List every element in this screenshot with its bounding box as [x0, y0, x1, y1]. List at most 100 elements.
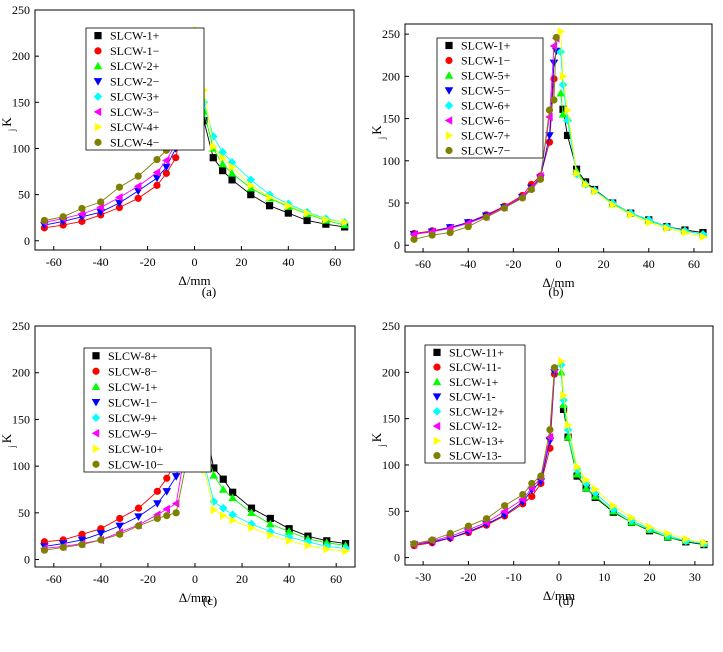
legend-marker — [432, 407, 442, 416]
data-point — [545, 106, 554, 114]
data-point — [153, 155, 161, 164]
data-point — [556, 368, 566, 376]
y-axis-label-subscript: j — [377, 137, 387, 141]
data-point — [537, 472, 545, 480]
data-point — [303, 208, 312, 218]
series-slcw-1-plus — [195, 51, 349, 231]
legend-marker — [93, 107, 102, 117]
data-point — [163, 474, 171, 482]
y-tick-label: 200 — [12, 49, 30, 63]
x-tick-label: 60 — [329, 255, 341, 269]
data-point — [229, 488, 237, 496]
legend-marker — [445, 131, 454, 140]
data-point — [285, 201, 293, 210]
y-tick-label: 250 — [12, 3, 30, 17]
x-tick-label: 60 — [330, 572, 342, 586]
data-point — [153, 500, 162, 508]
legend: SLCW-8+SLCW-8−SLCW-1+SLCW-1−SLCW-9+SLCW-… — [83, 347, 212, 473]
y-tick-label: 100 — [12, 459, 30, 473]
data-point — [559, 72, 568, 81]
legend-marker — [444, 71, 454, 79]
legend-marker — [444, 87, 454, 95]
panel-a: -60 -40 -20 0 20 40 60 0 50 100 150 200 250 Δ/mm Kj SLC… — [0, 3, 355, 299]
data-point — [163, 512, 171, 520]
y-axis-label: K — [0, 433, 14, 443]
x-tick-label: -60 — [415, 257, 431, 271]
data-point — [464, 223, 472, 231]
data-point — [446, 529, 454, 538]
data-point — [528, 479, 536, 488]
y-tick-label: 0 — [394, 551, 400, 565]
data-point — [549, 59, 559, 68]
data-point — [116, 530, 124, 538]
legend: SLCW-1+SLCW-1−SLCW-2+SLCW-2−SLCW-3+SLCW-… — [85, 27, 205, 151]
y-tick-label: 250 — [12, 319, 30, 333]
data-point — [227, 169, 237, 177]
data-point — [428, 536, 436, 544]
x-tick-label: -20 — [505, 257, 521, 271]
legend-marker — [92, 460, 100, 468]
data-point — [209, 471, 219, 479]
data-point — [559, 105, 567, 113]
data-point — [681, 228, 690, 237]
data-point — [134, 172, 142, 180]
legend-box — [85, 27, 205, 151]
data-point — [210, 464, 218, 472]
data-point — [246, 175, 256, 185]
legend: SLCW-11+SLCW-11-SLCW-1+SLCW-1-SLCW-12+SL… — [424, 344, 526, 464]
data-point — [219, 153, 227, 162]
legend-marker — [93, 78, 103, 86]
data-point — [304, 541, 313, 550]
legend-label: SLCW-12- — [449, 419, 502, 433]
data-point — [559, 405, 568, 413]
data-point — [563, 425, 573, 435]
x-tick-label: -40 — [93, 255, 109, 269]
y-tick-label: 100 — [12, 141, 30, 155]
data-point — [563, 115, 572, 125]
x-tick-label: -10 — [506, 570, 522, 584]
legend-label: SLCW-11+ — [449, 345, 504, 359]
data-point — [558, 356, 566, 366]
data-point — [218, 159, 227, 168]
series-slcw-13-plus — [558, 356, 709, 548]
data-point — [545, 432, 554, 442]
x-tick-label: -60 — [46, 572, 62, 586]
data-point — [96, 530, 106, 538]
series-slcw-7-plus — [557, 27, 708, 242]
y-axis-label: K — [0, 117, 14, 127]
data-point — [528, 492, 536, 501]
data-point — [227, 158, 237, 167]
data-point — [210, 142, 218, 151]
data-point — [248, 523, 256, 533]
legend-label: SLCW-5− — [461, 84, 511, 98]
data-point — [97, 198, 105, 206]
data-point — [556, 88, 566, 97]
data-point — [518, 194, 526, 202]
data-point — [208, 132, 218, 141]
data-point — [284, 527, 294, 535]
data-point — [556, 47, 566, 57]
y-tick-label: 200 — [382, 69, 400, 83]
y-axis-label-subscript: j — [377, 444, 387, 448]
legend-marker — [433, 436, 442, 446]
data-point — [172, 509, 180, 517]
x-axis-label: Δ/mm — [179, 590, 211, 605]
data-point — [563, 131, 572, 140]
data-point — [550, 364, 559, 372]
data-point — [557, 27, 566, 36]
x-tick-label: 0 — [556, 570, 562, 584]
legend-label: SLCW-6+ — [461, 99, 511, 113]
data-point — [582, 180, 590, 189]
y-tick-label: 150 — [382, 112, 400, 126]
y-tick-label: 50 — [18, 188, 30, 202]
legend-label: SLCW-4+ — [110, 120, 160, 134]
x-tick-label: 60 — [688, 257, 700, 271]
data-point — [115, 183, 124, 191]
data-point — [698, 229, 708, 239]
data-point — [410, 540, 418, 548]
legend-label: SLCW-9+ — [108, 411, 158, 425]
data-point — [664, 529, 673, 538]
data-point — [284, 209, 292, 217]
data-point — [218, 147, 227, 157]
